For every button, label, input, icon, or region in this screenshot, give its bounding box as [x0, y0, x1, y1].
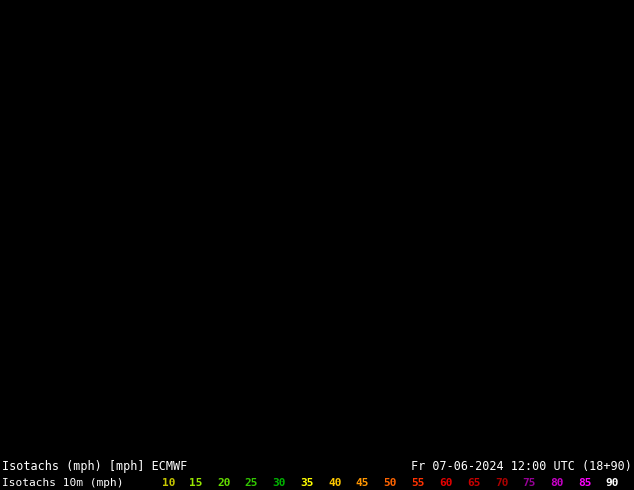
Text: 55: 55 [411, 478, 425, 488]
Text: Fr 07-06-2024 12:00 UTC (18+90): Fr 07-06-2024 12:00 UTC (18+90) [411, 460, 632, 473]
Text: Isotachs 10m (mph): Isotachs 10m (mph) [2, 478, 124, 488]
Text: 25: 25 [245, 478, 259, 488]
Text: 65: 65 [467, 478, 481, 488]
Text: 80: 80 [550, 478, 564, 488]
Text: 70: 70 [495, 478, 508, 488]
Text: 30: 30 [273, 478, 286, 488]
Text: 10: 10 [162, 478, 175, 488]
Text: 20: 20 [217, 478, 231, 488]
Text: 85: 85 [578, 478, 592, 488]
Text: 40: 40 [328, 478, 342, 488]
Text: 50: 50 [384, 478, 397, 488]
Text: 45: 45 [356, 478, 370, 488]
Text: 60: 60 [439, 478, 453, 488]
Text: 90: 90 [606, 478, 619, 488]
Text: Isotachs (mph) [mph] ECMWF: Isotachs (mph) [mph] ECMWF [2, 460, 187, 473]
Text: 15: 15 [190, 478, 203, 488]
Text: 35: 35 [301, 478, 314, 488]
Text: 75: 75 [522, 478, 536, 488]
